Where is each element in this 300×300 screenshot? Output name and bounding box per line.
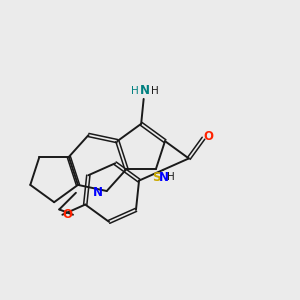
Text: H: H — [167, 172, 175, 182]
Text: N: N — [158, 171, 169, 184]
Text: S: S — [152, 172, 161, 184]
Text: N: N — [140, 84, 150, 97]
Text: O: O — [203, 130, 213, 143]
Text: O: O — [63, 208, 73, 221]
Text: H: H — [151, 86, 159, 96]
Text: H: H — [131, 86, 139, 96]
Text: N: N — [93, 186, 103, 199]
